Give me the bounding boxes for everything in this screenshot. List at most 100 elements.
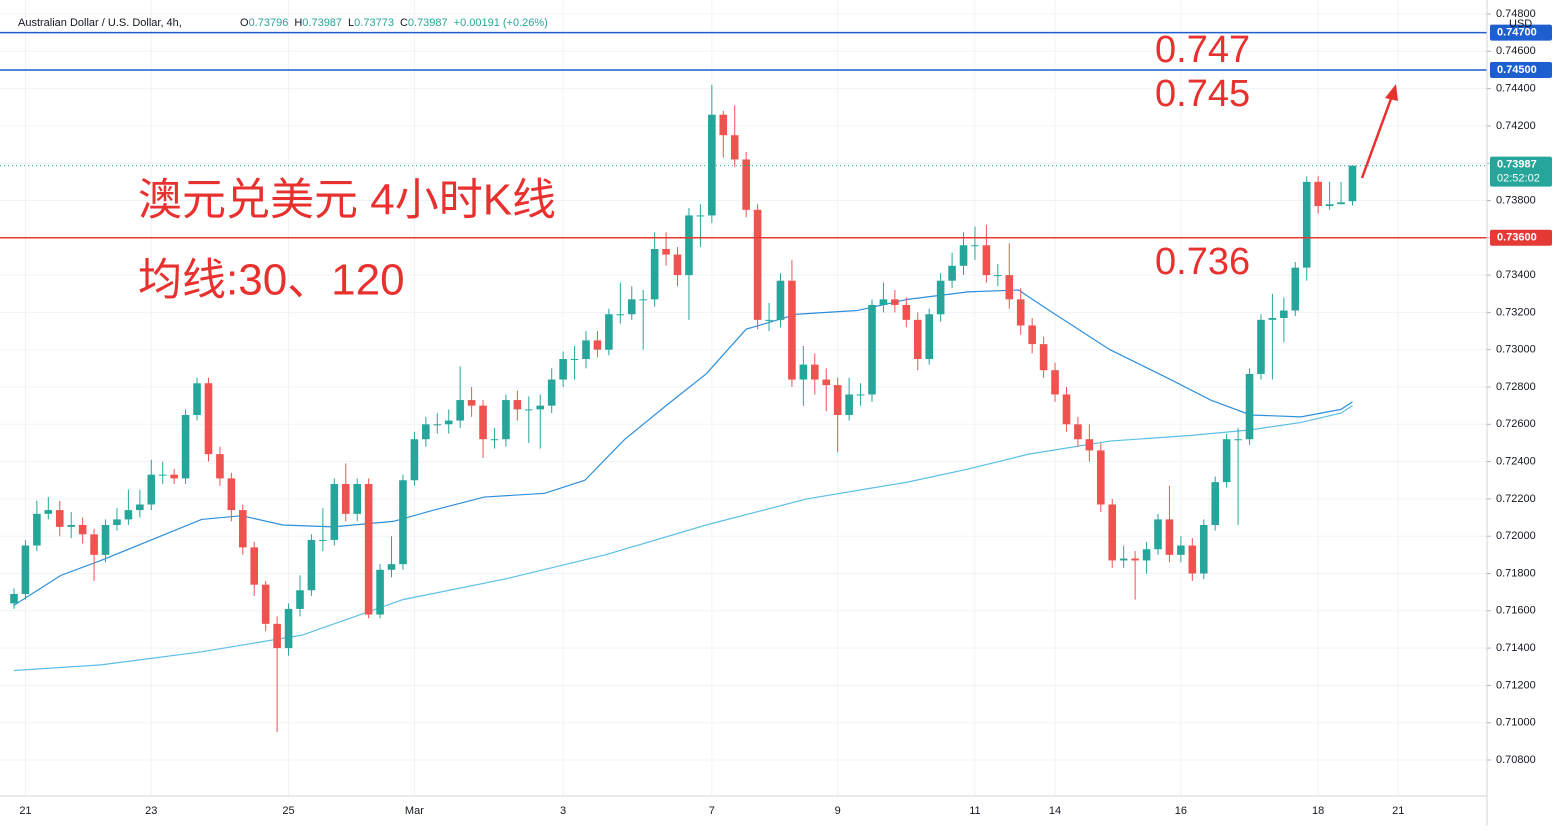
candle-body xyxy=(158,474,167,476)
candle-body xyxy=(948,265,956,281)
candle-body xyxy=(925,314,933,360)
candle-body xyxy=(753,209,762,320)
candle-body xyxy=(1222,439,1231,483)
candle-body xyxy=(650,248,659,300)
arrow-head xyxy=(1385,84,1398,101)
candle-body xyxy=(788,280,796,380)
candle-body xyxy=(593,340,602,350)
level-annotation: 0.747 xyxy=(1155,29,1250,71)
candle-body xyxy=(891,299,899,305)
candle-body xyxy=(913,319,922,360)
level-tag-label: 0.73600 xyxy=(1497,232,1537,244)
candle-body xyxy=(570,359,579,361)
x-tick-label: 18 xyxy=(1312,805,1324,817)
candle-body xyxy=(719,114,728,136)
candle-body xyxy=(1062,394,1071,425)
y-tick-label: 0.71800 xyxy=(1496,567,1536,579)
x-tick-label: Mar xyxy=(405,805,424,817)
candle-body xyxy=(776,280,785,320)
annotations: 澳元兑美元 4小时K线 均线:30、120 0.7470.745 0.736 xyxy=(138,29,1398,305)
plot-area xyxy=(0,31,1487,733)
last-price-tag xyxy=(1490,156,1552,187)
y-tick-label: 0.72000 xyxy=(1496,530,1536,542)
candle-body xyxy=(1074,424,1082,440)
level-tag-label: 0.74500 xyxy=(1497,64,1537,76)
candle-body xyxy=(444,420,453,425)
level-tag-label: 0.74700 xyxy=(1497,27,1537,39)
candle-body xyxy=(879,299,888,305)
candle-body xyxy=(90,534,98,555)
candle-body xyxy=(433,424,442,426)
last-price-label: 0.73987 xyxy=(1497,159,1537,171)
level-annotation: 0.736 xyxy=(1155,241,1250,283)
candle-body xyxy=(547,379,556,406)
candle-body xyxy=(559,359,567,380)
candle-body xyxy=(685,215,693,276)
candle-body xyxy=(673,254,682,276)
candle-body xyxy=(868,304,876,395)
candle-body xyxy=(261,584,270,624)
y-tick-label: 0.73400 xyxy=(1496,269,1536,281)
candle-body xyxy=(1165,519,1174,555)
candle-body xyxy=(1234,439,1242,441)
x-tick-label: 25 xyxy=(282,805,294,817)
candle-body xyxy=(1188,545,1197,574)
candle-body xyxy=(662,248,670,255)
x-tick-label: 11 xyxy=(969,805,980,817)
ohlc-value: 0.73987 xyxy=(408,17,448,29)
candle-body xyxy=(101,525,110,555)
header: Australian Dollar / U.S. Dollar, 4h, USD… xyxy=(18,17,1532,30)
candle-body xyxy=(799,364,808,380)
y-tick-label: 0.74800 xyxy=(1496,8,1536,20)
countdown: 02:52:02 xyxy=(1497,173,1540,185)
x-tick-label: 7 xyxy=(709,805,715,817)
candle-body xyxy=(10,594,18,604)
candle-body xyxy=(55,510,64,527)
candle-body xyxy=(1314,181,1322,207)
ohlc-key: H xyxy=(294,17,302,29)
candle-body xyxy=(456,400,464,421)
candle-body xyxy=(502,400,510,440)
candle-body xyxy=(1199,525,1208,574)
candle-body xyxy=(1291,267,1300,311)
candle-body xyxy=(1108,504,1117,561)
ohlc-value: 0.73773 xyxy=(354,17,394,29)
candle-body xyxy=(319,539,327,541)
axes: 0.70800 0.71000 0.71200 0.71400 0.71600 0.718… xyxy=(19,8,1552,817)
candle-body xyxy=(513,400,522,410)
y-tick-label: 0.74200 xyxy=(1496,120,1536,132)
level-tag xyxy=(1490,24,1552,41)
ohlc-key: O xyxy=(240,17,249,29)
candle-body xyxy=(250,547,259,585)
y-tick-label: 0.70800 xyxy=(1496,754,1536,766)
symbol: Australian Dollar / U.S. Dollar, 4h, xyxy=(18,17,182,29)
moving-average xyxy=(13,289,1353,606)
x-tick-label: 23 xyxy=(145,805,157,817)
candle-body xyxy=(239,510,247,548)
candle-body xyxy=(639,299,647,301)
ohlc-key: C xyxy=(400,17,408,29)
x-tick-label: 21 xyxy=(19,805,31,817)
candle-body xyxy=(742,159,750,210)
y-tick-label: 0.73000 xyxy=(1496,344,1536,356)
candle-body xyxy=(708,114,716,216)
candle-body xyxy=(479,405,487,440)
candle-body xyxy=(147,474,156,505)
x-tick-label: 3 xyxy=(560,805,566,817)
candle-body xyxy=(605,314,613,350)
y-tick-label: 0.74400 xyxy=(1496,83,1536,95)
candle-body xyxy=(399,480,407,565)
ohlc-key: L xyxy=(348,17,354,29)
candle-body xyxy=(490,439,499,441)
y-tick-label: 0.72400 xyxy=(1496,456,1536,468)
level-annotation: 0.745 xyxy=(1155,73,1250,115)
candle-body xyxy=(696,215,705,217)
candle-body xyxy=(730,135,739,160)
candle-body xyxy=(822,379,831,386)
candle-body xyxy=(902,304,911,320)
candle-body xyxy=(307,539,316,591)
candle-body xyxy=(1245,373,1254,440)
x-tick-label: 21 xyxy=(1392,805,1404,817)
candle-body xyxy=(33,513,41,546)
